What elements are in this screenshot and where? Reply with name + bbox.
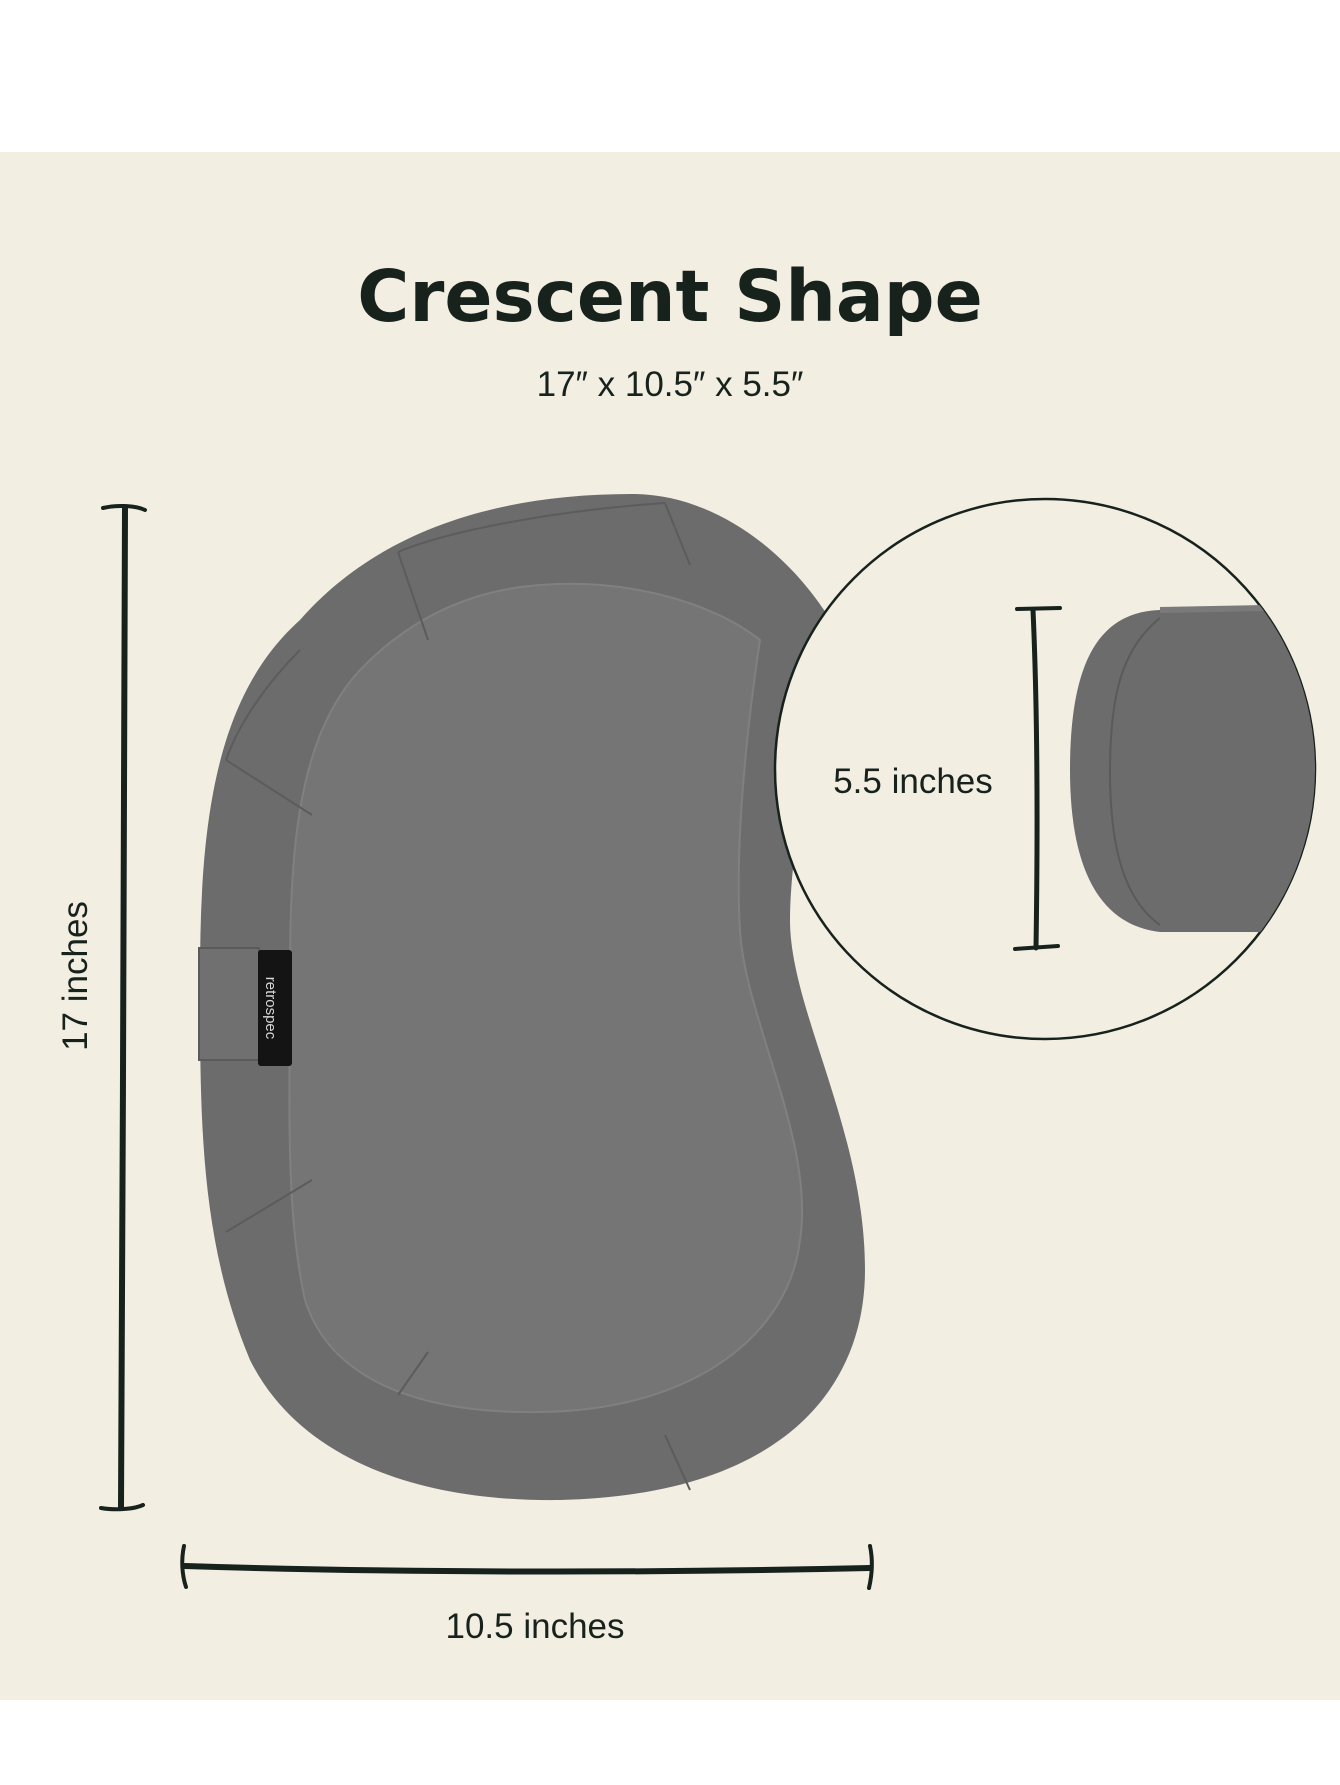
brand-tag [258,950,292,1066]
pleat-lines [225,502,691,1491]
page-title: Crescent Shape [357,255,983,338]
brand-tag-text: retrospec [262,977,279,1040]
width-label: 10.5 inches [445,1607,625,1646]
cushion-side-closeup [1070,610,1315,932]
cushion-top-panel [288,582,804,1414]
depth-label: 5.5 inches [833,762,993,801]
depth-measure-bar [1030,607,1040,951]
zoom-detail [773,497,1317,1041]
height-label: 17 inches [56,901,95,1051]
height-measure-bar [99,503,147,1512]
dimensions-subtitle: 17″ x 10.5″ x 5.5″ [536,365,804,404]
width-measure-bar [180,1544,874,1590]
cushion: retrospec [198,494,865,1501]
handle-strap [198,947,260,1061]
